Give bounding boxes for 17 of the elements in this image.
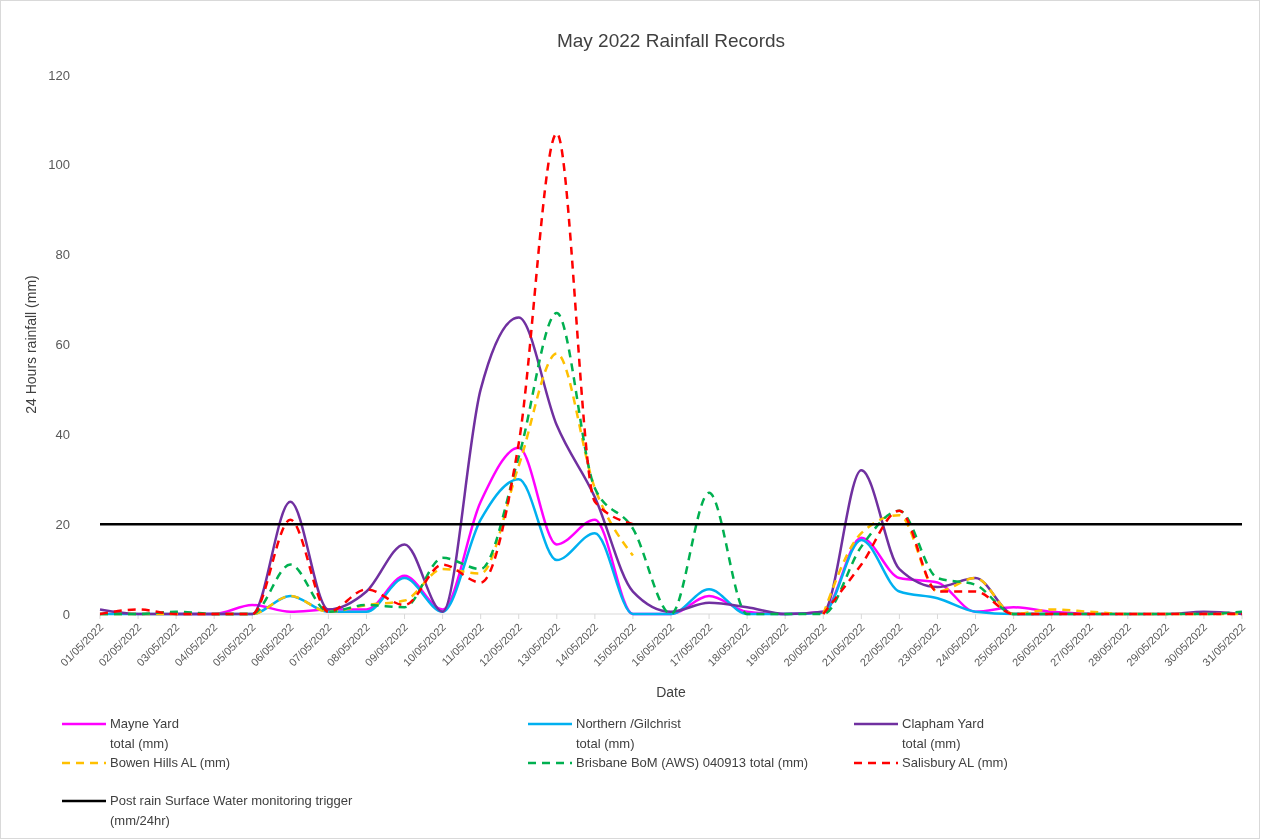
x-axis-title: Date: [656, 684, 686, 700]
legend-label: Clapham Yard total (mm): [902, 716, 984, 751]
legend-label: Mayne Yard total (mm): [110, 716, 179, 751]
y-tick-label: 80: [55, 247, 70, 263]
y-tick-label: 20: [55, 516, 70, 532]
y-tick-label: 60: [55, 337, 70, 353]
legend-label: Bowen Hills AL (mm): [110, 755, 231, 770]
y-axis-title: 24 Hours rainfall (mm): [23, 275, 39, 414]
y-tick-label: 0: [62, 606, 70, 622]
y-tick-label: 40: [55, 426, 70, 442]
y-tick-label: 100: [48, 157, 70, 173]
legend-label: Brisbane BoM (AWS) 040913 total (mm): [576, 755, 809, 770]
chart-title: May 2022 Rainfall Records: [556, 30, 786, 51]
legend-label: Post rain Surface Water monitoring trigger (mm/24hr): [110, 793, 353, 828]
y-tick-label: 120: [48, 67, 70, 83]
legend-label: Northern /Gilchrist total (mm): [576, 716, 682, 751]
legend-label: Salisbury AL (mm): [902, 755, 1008, 770]
